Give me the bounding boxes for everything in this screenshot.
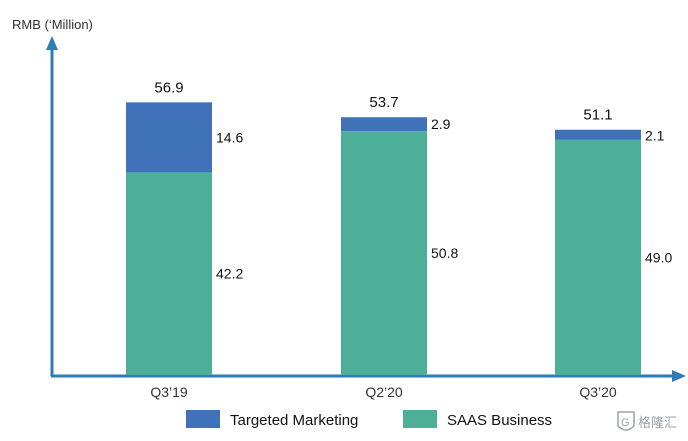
y-axis-label: RMB (‘Million) [12, 17, 93, 32]
value-label-saas-business-1: 42.2 [216, 266, 243, 282]
total-label-1: 56.9 [154, 79, 183, 96]
axes [46, 36, 686, 382]
category-label-2: Q2’20 [365, 384, 403, 400]
watermark-text: 格隆汇 [638, 415, 677, 430]
bar-targeted-marketing-3 [555, 129, 641, 140]
bar-targeted-marketing-2 [341, 117, 427, 132]
legend-label-targeted-marketing: Targeted Marketing [230, 412, 358, 429]
legend-swatch-targeted-marketing [186, 410, 220, 428]
total-label-2: 53.7 [369, 94, 398, 111]
category-label-1: Q3’19 [150, 384, 188, 400]
labels-group: 42.2 14.6 56.9 Q3’19 50.8 2.9 53.7 Q2’20 49.0 2.1… [150, 79, 672, 400]
bar-saas-business-2 [341, 131, 427, 375]
watermark: G 格隆汇 [617, 411, 677, 431]
bar-targeted-marketing-1 [126, 102, 212, 173]
legend: Targeted Marketing SAAS Business [186, 410, 552, 429]
svg-text:G: G [621, 417, 630, 429]
legend-swatch-saas-business [403, 410, 437, 428]
value-label-targeted-marketing-3: 2.1 [645, 128, 665, 144]
category-label-3: Q3’20 [579, 384, 617, 400]
value-label-targeted-marketing-1: 14.6 [216, 129, 243, 145]
value-label-saas-business-3: 49.0 [645, 249, 672, 265]
bar-saas-business-3 [555, 139, 641, 375]
legend-label-saas-business: SAAS Business [447, 412, 552, 429]
bars-group [126, 102, 641, 375]
value-label-targeted-marketing-2: 2.9 [431, 116, 451, 132]
total-label-3: 51.1 [583, 107, 612, 124]
bar-saas-business-1 [126, 172, 212, 375]
x-axis-arrow [672, 370, 686, 382]
value-label-saas-business-2: 50.8 [431, 245, 458, 261]
y-axis-arrow [46, 36, 58, 50]
shield-logo-icon: G [617, 411, 635, 431]
